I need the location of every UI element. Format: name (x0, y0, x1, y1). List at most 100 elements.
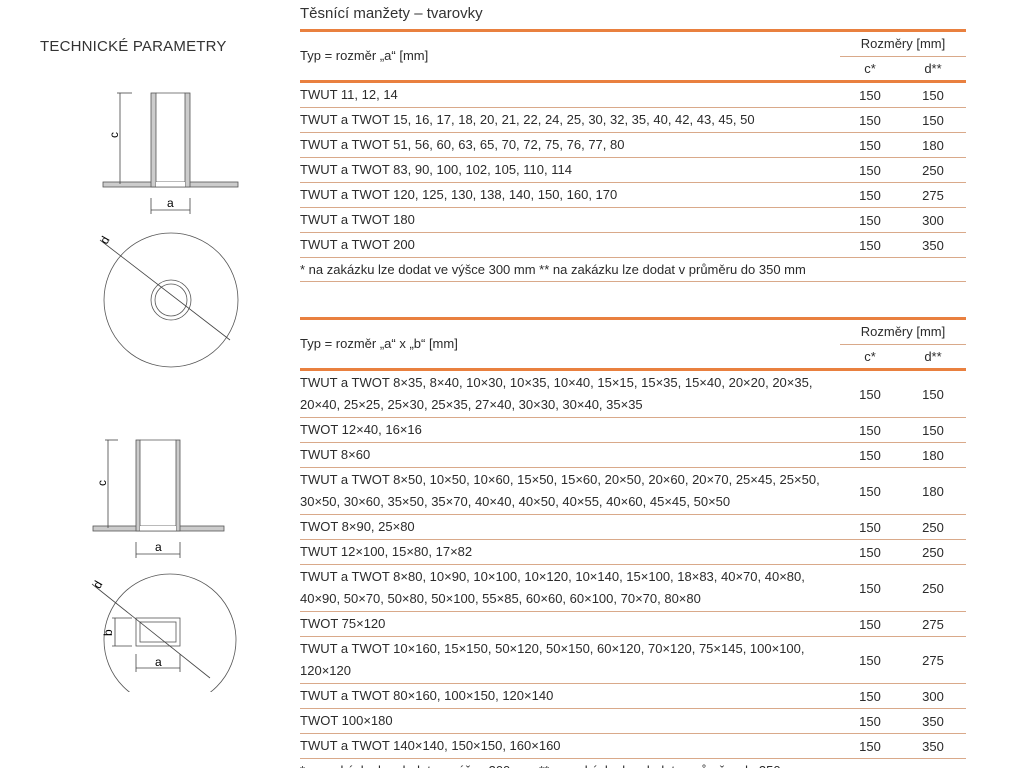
type-cell: TWUT a TWOT 10×160, 15×150, 50×120, 50×1… (300, 641, 805, 678)
table-row: TWOT 12×40, 16×16 150 150 (300, 418, 966, 443)
d-cell: 150 (922, 422, 944, 438)
table-row: TWUT a TWOT 180 150 300 (300, 208, 966, 233)
c-cell: 150 (859, 483, 881, 499)
c-cell: 150 (859, 616, 881, 632)
type-cell: TWUT 11, 12, 14 (300, 87, 398, 102)
table-row: TWUT 8×60 150 180 (300, 443, 966, 468)
d-cell: 275 (922, 616, 944, 632)
rect-sleeve-top-drawing: b a d (90, 573, 237, 692)
c-cell: 150 (859, 580, 881, 596)
type-header: Typ = rozměr „a“ [mm] (300, 48, 429, 63)
table-row: TWUT a TWOT 8×80, 10×90, 10×100, 10×120,… (300, 565, 966, 612)
type-cell: TWOT 100×180 (300, 713, 393, 728)
label-a: a (155, 655, 162, 669)
d-cell: 300 (922, 212, 944, 228)
dims-header: Rozměry [mm] (840, 320, 966, 345)
label-d: d (97, 234, 112, 247)
c-cell: 150 (859, 447, 881, 463)
dims-header: Rozměry [mm] (840, 32, 966, 57)
type-cell: TWUT a TWOT 180 (300, 212, 415, 227)
label-b: b (101, 629, 115, 636)
type-cell: TWUT a TWOT 51, 56, 60, 63, 65, 70, 72, … (300, 137, 625, 152)
d-cell: 250 (922, 544, 944, 560)
c-cell: 150 (859, 688, 881, 704)
type-cell: TWUT a TWOT 15, 16, 17, 18, 20, 21, 22, … (300, 112, 755, 127)
round-sleeve-side-drawing: c a (102, 92, 239, 214)
type-cell: TWUT a TWOT 80×160, 100×150, 120×140 (300, 688, 554, 703)
type-cell: TWUT 12×100, 15×80, 17×82 (300, 544, 473, 559)
table-row: TWUT 12×100, 15×80, 17×82 150 250 (300, 540, 966, 565)
type-cell: TWUT a TWOT 120, 125, 130, 138, 140, 150… (300, 187, 618, 202)
table-rectangular: Typ = rozměr „a“ x „b“ [mm] Rozměry [mm]… (300, 317, 966, 768)
d-cell: 150 (922, 112, 944, 128)
type-cell: TWUT a TWOT 8×80, 10×90, 10×100, 10×120,… (300, 569, 805, 606)
label-c: c (95, 480, 109, 486)
table-row: TWUT a TWOT 51, 56, 60, 63, 65, 70, 72, … (300, 133, 966, 158)
d-cell: 275 (922, 652, 944, 668)
label-c: c (107, 132, 121, 138)
footnote: * na zakázku lze dodat ve výšce 300 mm *… (300, 759, 966, 768)
table-row: TWOT 75×120 150 275 (300, 612, 966, 637)
d-cell: 350 (922, 738, 944, 754)
col-d-header: d** (924, 349, 942, 364)
type-cell: TWOT 12×40, 16×16 (300, 422, 422, 437)
c-cell: 150 (859, 652, 881, 668)
table-header: Typ = rozměr „a“ [mm] Rozměry [mm] c* d*… (300, 32, 966, 83)
c-cell: 150 (859, 137, 881, 153)
col-c-header: c* (864, 61, 876, 76)
table-round: Typ = rozměr „a“ [mm] Rozměry [mm] c* d*… (300, 29, 966, 282)
table-row: TWUT a TWOT 8×50, 10×50, 10×60, 15×50, 1… (300, 468, 966, 515)
c-cell: 150 (859, 162, 881, 178)
c-cell: 150 (859, 187, 881, 203)
type-cell: TWUT a TWOT 83, 90, 100, 102, 105, 110, … (300, 162, 572, 177)
table-row: TWUT a TWOT 200 150 350 (300, 233, 966, 258)
d-cell: 350 (922, 713, 944, 729)
table-row: TWUT 11, 12, 14 150 150 (300, 83, 966, 108)
type-cell: TWUT a TWOT 200 (300, 237, 415, 252)
c-cell: 150 (859, 386, 881, 402)
table-row: TWUT a TWOT 83, 90, 100, 102, 105, 110, … (300, 158, 966, 183)
c-cell: 150 (859, 112, 881, 128)
type-cell: TWUT a TWOT 8×35, 8×40, 10×30, 10×35, 10… (300, 375, 813, 412)
type-header: Typ = rozměr „a“ x „b“ [mm] (300, 336, 458, 351)
c-cell: 150 (859, 738, 881, 754)
label-d: d (90, 578, 105, 591)
type-cell: TWOT 75×120 (300, 616, 386, 631)
c-cell: 150 (859, 519, 881, 535)
label-a: a (155, 540, 162, 554)
table-row: TWUT a TWOT 120, 125, 130, 138, 140, 150… (300, 183, 966, 208)
type-cell: TWUT 8×60 (300, 447, 371, 462)
table-row: TWUT a TWOT 8×35, 8×40, 10×30, 10×35, 10… (300, 371, 966, 418)
c-cell: 150 (859, 212, 881, 228)
d-cell: 250 (922, 580, 944, 596)
label-a: a (167, 196, 174, 210)
c-cell: 150 (859, 544, 881, 560)
type-cell: TWUT a TWOT 8×50, 10×50, 10×60, 15×50, 1… (300, 472, 820, 509)
col-c-header: c* (864, 349, 876, 364)
d-cell: 350 (922, 237, 944, 253)
col-d-header: d** (924, 61, 942, 76)
table-row: TWOT 100×180 150 350 (300, 709, 966, 734)
table-row: TWOT 8×90, 25×80 150 250 (300, 515, 966, 540)
d-cell: 150 (922, 386, 944, 402)
page-title: Těsnící manžety – tvarovky (300, 5, 483, 22)
c-cell: 150 (859, 87, 881, 103)
d-cell: 250 (922, 162, 944, 178)
d-cell: 180 (922, 447, 944, 463)
round-sleeve-top-drawing: d (97, 232, 239, 368)
rect-sleeve-side-drawing: c a (92, 439, 225, 558)
table-row: TWUT a TWOT 10×160, 15×150, 50×120, 50×1… (300, 637, 966, 684)
d-cell: 180 (922, 483, 944, 499)
d-cell: 150 (922, 87, 944, 103)
section-title: TECHNICKÉ PARAMETRY (40, 38, 227, 55)
c-cell: 150 (859, 713, 881, 729)
c-cell: 150 (859, 237, 881, 253)
c-cell: 150 (859, 422, 881, 438)
type-cell: TWUT a TWOT 140×140, 150×150, 160×160 (300, 738, 561, 753)
d-cell: 300 (922, 688, 944, 704)
table-row: TWUT a TWOT 80×160, 100×150, 120×140 150 3… (300, 684, 966, 709)
type-cell: TWOT 8×90, 25×80 (300, 519, 415, 534)
table-row: TWUT a TWOT 15, 16, 17, 18, 20, 21, 22, … (300, 108, 966, 133)
table-row: TWUT a TWOT 140×140, 150×150, 160×160 150… (300, 734, 966, 759)
